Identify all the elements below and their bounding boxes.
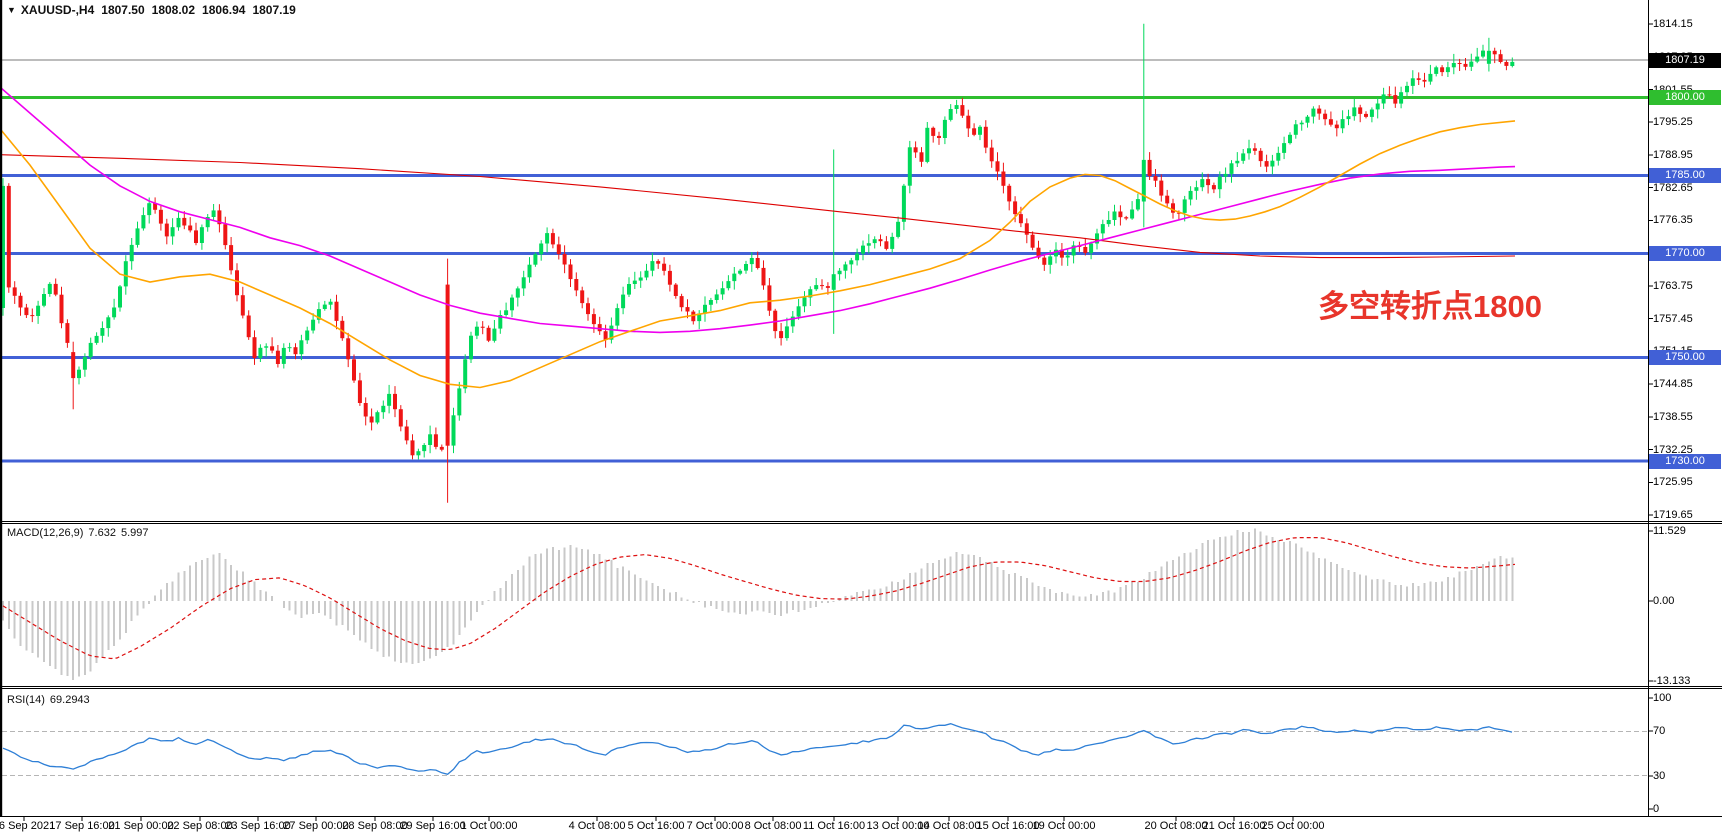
price-level-tag: 1770.00 — [1649, 245, 1721, 261]
rsi-axis-tick: 70 — [1653, 725, 1666, 737]
price-axis-tick: 1814.15 — [1653, 18, 1693, 30]
date-axis-tick: 28 Sep 08:00 — [342, 820, 408, 832]
price-level-tag: 1730.00 — [1649, 453, 1721, 469]
date-axis-tick: 1 Oct 00:00 — [460, 820, 518, 832]
date-axis-tick: 8 Oct 08:00 — [744, 820, 802, 832]
date-axis-tick: 16 Sep 2021 — [0, 820, 56, 832]
macd-signal-value: 5.997 — [120, 527, 149, 539]
rsi-axis-tick: 30 — [1653, 770, 1666, 782]
price-axis-tick: 1738.55 — [1653, 410, 1693, 423]
date-axis-tick: 21 Sep 00:00 — [108, 820, 174, 832]
price-level-tag: 1750.00 — [1649, 349, 1721, 365]
date-axis-tick: 15 Oct 16:00 — [976, 820, 1040, 832]
rsi-axis-tick: 100 — [1653, 692, 1672, 704]
date-axis-tick: 29 Sep 16:00 — [400, 820, 466, 832]
date-axis-tick: 4 Oct 08:00 — [568, 820, 626, 832]
date-axis-tick: 11 Oct 16:00 — [802, 820, 866, 832]
annotation-text: 多空转折点1800 — [1318, 289, 1542, 324]
macd-axis-tick: 0.00 — [1653, 595, 1675, 607]
date-axis-tick: 23 Sep 16:00 — [225, 820, 291, 832]
symbol-dropdown-icon[interactable]: ▼ — [7, 5, 16, 15]
date-axis-tick: 13 Oct 00:00 — [866, 820, 930, 832]
price-axis-tick: 1795.25 — [1653, 116, 1693, 129]
macd-name: MACD(12,26,9) — [7, 527, 84, 539]
macd-axis-tick: -13.133 — [1653, 675, 1691, 687]
date-axis-tick: 5 Oct 16:00 — [627, 820, 685, 832]
rsi-axis-tick: 0 — [1653, 803, 1660, 815]
price-level-tag: 1807.19 — [1649, 52, 1721, 68]
date-axis-tick: 27 Sep 00:00 — [283, 820, 349, 832]
price-axis-tick: 1782.65 — [1653, 181, 1693, 194]
date-axis-tick: 7 Oct 00:00 — [686, 820, 744, 832]
date-axis-tick: 25 Oct 00:00 — [1261, 820, 1325, 832]
price-level-tag: 1800.00 — [1649, 90, 1721, 105]
macd-axis-tick: 11.529 — [1653, 525, 1686, 537]
macd-indicator-label: MACD(12,26,9) 7.632 5.997 — [7, 527, 153, 539]
price-axis-tick: 1757.45 — [1653, 312, 1693, 325]
date-axis-tick: 21 Oct 16:00 — [1202, 820, 1266, 832]
date-axis-tick: 14 Oct 08:00 — [917, 820, 981, 832]
rsi-value: 69.2943 — [49, 694, 90, 706]
rsi-name: RSI(14) — [7, 694, 45, 706]
chart-title: ▼ XAUUSD-,H4 1807.50 1808.02 1806.94 1807.19 — [7, 3, 296, 17]
date-axis-tick: 22 Sep 08:00 — [167, 820, 233, 832]
price-axis-tick: 1763.75 — [1653, 279, 1693, 292]
date-axis-tick: 19 Oct 00:00 — [1032, 820, 1096, 832]
date-axis-tick: 17 Sep 16:00 — [49, 820, 115, 832]
date-axis-tick: 20 Oct 08:00 — [1144, 820, 1208, 832]
quote-high: 1808.02 — [151, 3, 196, 17]
macd-value: 7.632 — [88, 527, 116, 539]
price-axis-tick: 1719.65 — [1653, 509, 1693, 522]
price-axis-tick: 1788.95 — [1653, 149, 1693, 161]
quote-close: 1807.19 — [252, 3, 296, 17]
quote-open: 1807.50 — [101, 3, 145, 17]
price-level-tag: 1785.00 — [1649, 168, 1721, 183]
price-axis-tick: 1725.95 — [1653, 476, 1693, 489]
quote-low: 1806.94 — [202, 3, 246, 17]
symbol-timeframe-label: XAUUSD-,H4 — [20, 3, 95, 17]
price-axis-tick: 1732.25 — [1653, 443, 1693, 456]
price-axis-tick: 1776.35 — [1653, 214, 1693, 227]
price-axis-tick: 1744.85 — [1653, 378, 1693, 391]
rsi-indicator-label: RSI(14) 69.2943 — [7, 694, 95, 706]
